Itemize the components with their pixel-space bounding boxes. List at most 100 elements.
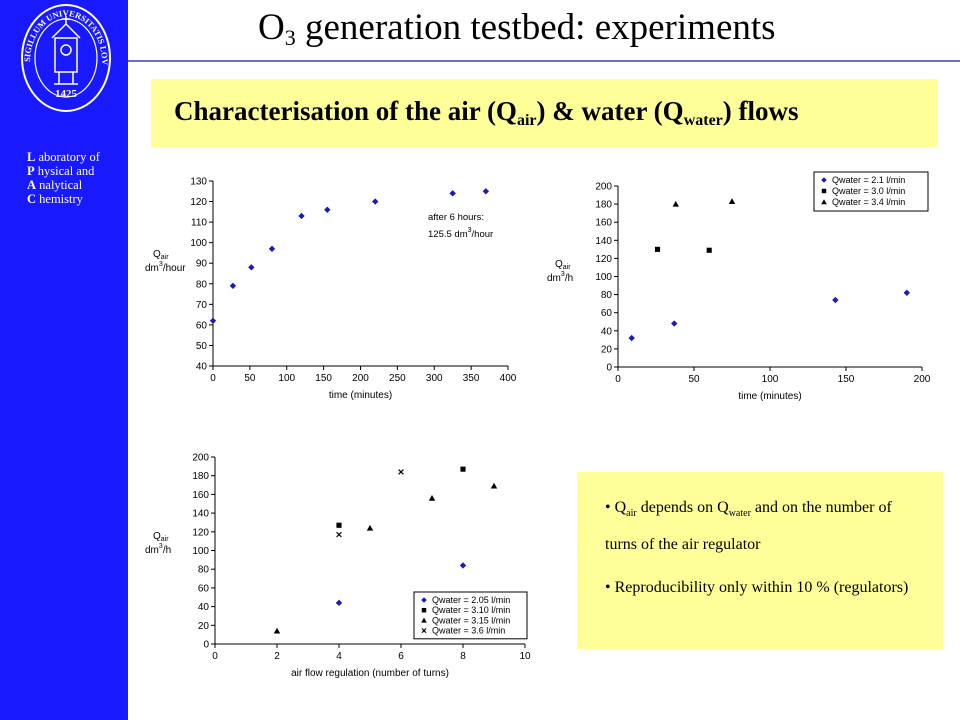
data-point bbox=[459, 562, 467, 569]
data-point bbox=[672, 200, 679, 207]
data-point bbox=[482, 188, 490, 195]
x-tick-label: 10 bbox=[519, 651, 531, 662]
data-point bbox=[324, 206, 331, 213]
y-tick-label: 20 bbox=[198, 621, 210, 632]
legend-entry: Qwater = 3.15 l/min bbox=[432, 615, 510, 625]
y-tick-label: 160 bbox=[595, 218, 612, 229]
y-tick-label: 70 bbox=[196, 300, 208, 311]
y-axis-label: Qair bbox=[555, 259, 571, 271]
y-tick-label: 180 bbox=[192, 471, 209, 482]
y-tick-label: 100 bbox=[595, 272, 612, 283]
lab-line: P hysical and bbox=[27, 164, 95, 178]
y-tick-label: 130 bbox=[190, 177, 207, 188]
x-tick-label: 0 bbox=[210, 373, 216, 384]
data-point bbox=[209, 317, 217, 324]
y-tick-label: 60 bbox=[198, 583, 210, 594]
y-tick-label: 110 bbox=[191, 218, 207, 229]
legend-entry: Qwater = 3.0 l/min bbox=[832, 186, 905, 196]
y-axis-label: Qair bbox=[153, 249, 169, 261]
y-tick-label: 0 bbox=[606, 363, 612, 374]
data-point bbox=[229, 282, 237, 290]
data-point bbox=[336, 531, 342, 538]
y-axis-unit: dm3/h bbox=[145, 543, 171, 556]
chart-svg: 0 20 40 60 80 100 120 140 160 180 200 0 50 100 150 200 t… bbox=[547, 171, 931, 402]
y-tick-label: 120 bbox=[190, 197, 207, 208]
x-tick-label: 0 bbox=[615, 374, 621, 385]
x-tick-label: 2 bbox=[274, 651, 280, 662]
y-tick-label: 120 bbox=[595, 254, 612, 265]
seal-text: SIGILLUM UNIVERSITATIS LOVANIENSIS bbox=[18, 2, 110, 66]
data-point bbox=[903, 289, 910, 296]
annotation-line: 125.5 dm3/hour bbox=[428, 227, 493, 240]
section-banner: Characterisation of the air (Qair) & wat… bbox=[151, 79, 938, 147]
chart-qair-vs-turns: 0 20 40 60 80 100 120 140 160 180 200 0 2 4 6 8 10 air fl… bbox=[140, 446, 540, 686]
title-divider bbox=[128, 60, 960, 62]
annotation-line: after 6 hours: bbox=[428, 212, 484, 223]
data-point bbox=[335, 599, 343, 607]
data-point bbox=[273, 627, 281, 634]
x-tick-label: 8 bbox=[460, 651, 466, 662]
legend-marker bbox=[421, 607, 427, 613]
data-point bbox=[298, 212, 305, 220]
data-point bbox=[490, 482, 498, 489]
data-point bbox=[671, 320, 678, 327]
legend-entry: Qwater = 2.05 l/min bbox=[432, 595, 510, 605]
chart-svg: 40 50 60 70 80 90 100 110 120 130 0 50 100 150 200 250 3… bbox=[145, 177, 517, 402]
x-tick-label: 400 bbox=[500, 373, 517, 384]
x-tick-label: 200 bbox=[352, 373, 369, 384]
legend-marker bbox=[421, 628, 427, 634]
data-point bbox=[706, 247, 712, 253]
x-tick-label: 100 bbox=[278, 373, 295, 384]
chart-qair-vs-time: 40 50 60 70 80 90 100 110 120 130 0 50 100 150 200 250 3… bbox=[138, 168, 528, 408]
y-tick-label: 40 bbox=[601, 326, 613, 337]
x-tick-label: 100 bbox=[762, 374, 779, 385]
x-tick-label: 250 bbox=[389, 373, 406, 384]
y-tick-label: 160 bbox=[192, 490, 209, 501]
y-axis-unit: dm3/hour bbox=[145, 261, 186, 274]
y-tick-label: 0 bbox=[203, 640, 209, 651]
sidebar: SIGILLUM UNIVERSITATIS LOVANIENSIS 1425 … bbox=[0, 0, 128, 720]
x-tick-label: 150 bbox=[315, 373, 332, 384]
data-point bbox=[398, 469, 404, 475]
note-reproducibility: • Reproducibility only within 10 % (regu… bbox=[605, 579, 909, 596]
y-tick-label: 40 bbox=[198, 602, 210, 613]
chart-qair-vs-time-by-qwater: 0 20 40 60 80 100 120 140 160 180 200 0 50 100 150 200 t… bbox=[540, 170, 940, 408]
lab-line: A nalytical bbox=[27, 178, 83, 192]
axes bbox=[212, 181, 508, 367]
data-point bbox=[372, 198, 379, 205]
lab-line: C hemistry bbox=[27, 192, 83, 206]
legend-marker bbox=[821, 199, 827, 205]
legend-entry: Qwater = 3.4 l/min bbox=[832, 197, 905, 207]
legend bbox=[413, 591, 528, 640]
note-qair-dependence: • Qair depends on Qwater and on the numb… bbox=[605, 499, 892, 554]
seal-year: 1425 bbox=[55, 88, 78, 100]
university-seal-icon: SIGILLUM UNIVERSITATIS LOVANIENSIS 1425 bbox=[18, 2, 111, 112]
svg-text:SIGILLUM UNIVERSITATIS LOVANIE: SIGILLUM UNIVERSITATIS LOVANIENSIS bbox=[18, 2, 110, 66]
x-axis-label: time (minutes) bbox=[329, 390, 392, 401]
lab-name: L aboratory of P hysical and A nalytical… bbox=[27, 150, 100, 206]
x-tick-label: 4 bbox=[336, 651, 342, 662]
x-axis-label: time (minutes) bbox=[738, 391, 801, 402]
y-tick-label: 80 bbox=[196, 279, 208, 290]
y-tick-label: 60 bbox=[601, 308, 613, 319]
y-tick-label: 200 bbox=[192, 453, 209, 464]
data-point bbox=[366, 524, 374, 531]
legend-marker bbox=[421, 617, 427, 623]
lab-line: L aboratory of bbox=[27, 150, 100, 164]
data-point bbox=[336, 522, 342, 528]
data-point bbox=[832, 296, 839, 304]
y-tick-label: 50 bbox=[196, 341, 208, 352]
y-tick-label: 40 bbox=[196, 362, 208, 373]
x-tick-label: 50 bbox=[688, 374, 700, 385]
y-axis-unit: dm3/h bbox=[547, 271, 573, 284]
x-tick-label: 300 bbox=[426, 373, 443, 384]
y-tick-label: 140 bbox=[192, 509, 209, 520]
y-axis-label: Qair bbox=[153, 531, 169, 543]
chart-svg: 0 20 40 60 80 100 120 140 160 180 200 0 2 4 6 8 10 air fl… bbox=[145, 453, 531, 680]
legend-marker bbox=[821, 188, 827, 194]
slide-title: O3 generation testbed: experiments bbox=[258, 7, 776, 50]
x-tick-label: 150 bbox=[838, 374, 855, 385]
y-tick-label: 120 bbox=[192, 527, 209, 538]
y-tick-label: 140 bbox=[595, 236, 612, 247]
y-tick-label: 180 bbox=[595, 200, 612, 211]
